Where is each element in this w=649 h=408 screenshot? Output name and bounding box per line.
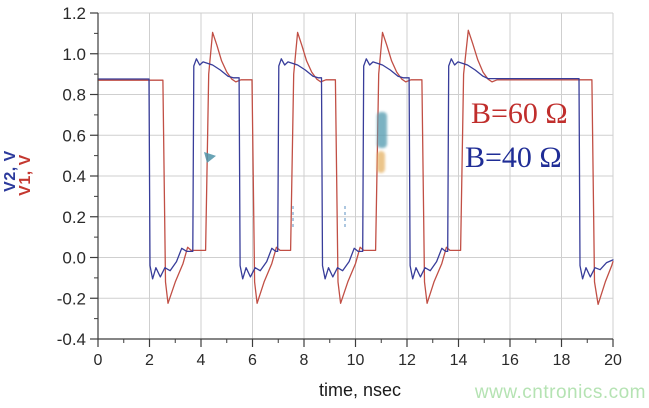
x-axis-label: time, nsec: [318, 380, 402, 400]
y-tick-label: 0.0: [62, 249, 86, 268]
teal-smudge-artifact: [377, 112, 387, 148]
waveform-trace: [97, 29, 614, 306]
orange-smudge-artifact: [377, 151, 385, 173]
x-tick-label: 16: [501, 352, 519, 369]
blue-dash-artifact: [292, 206, 294, 230]
x-tick-label: 10: [347, 352, 365, 369]
y-tick-label: 1.2: [62, 4, 86, 23]
blue-dash-artifact: [344, 206, 346, 230]
x-tick-label: 8: [300, 352, 309, 369]
legend-label-b60: B=60 Ω: [471, 97, 568, 130]
y-tick-label: -0.2: [57, 289, 86, 308]
x-tick-label: 18: [553, 352, 571, 369]
y-tick-label: -0.4: [57, 330, 86, 349]
x-tick-label: 14: [450, 352, 468, 369]
y-axis-label-v1: V1, V: [17, 154, 34, 196]
x-tick-label: 2: [145, 352, 154, 369]
waveform-trace: [97, 58, 614, 280]
watermark-text: www.cntronics.com: [474, 382, 646, 403]
y-tick-label: 0.4: [62, 167, 86, 186]
y-tick-label: 0.8: [62, 86, 86, 105]
y-tick-label: 0.2: [62, 208, 86, 227]
x-tick-label: 20: [604, 352, 622, 369]
x-tick-label: 0: [94, 352, 103, 369]
y-tick-label: 1.0: [62, 45, 86, 64]
legend-label-b40: B=40 Ω: [465, 141, 562, 174]
teal-arrow-artifact: [204, 151, 216, 163]
y-tick-label: 0.6: [62, 126, 86, 145]
x-tick-label: 12: [398, 352, 416, 369]
x-tick-label: 4: [197, 352, 206, 369]
x-tick-label: 6: [248, 352, 257, 369]
